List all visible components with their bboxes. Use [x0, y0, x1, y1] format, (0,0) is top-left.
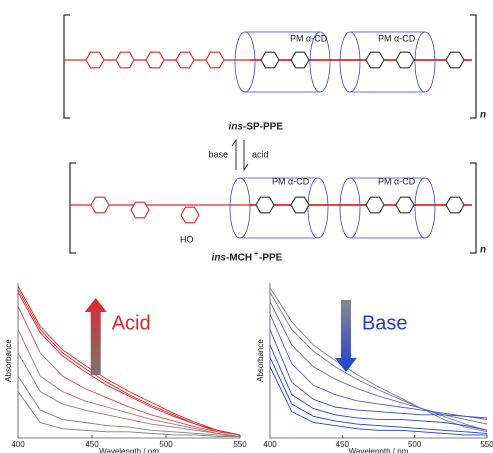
spectrum-line: [269, 287, 488, 433]
spectrum-line: [269, 329, 488, 419]
equilibrium-arrows: [231, 138, 249, 172]
spectrum-line: [17, 306, 241, 436]
spectrum-line: [269, 292, 488, 431]
repeat-n: n: [480, 110, 486, 121]
annotation-text: Acid: [112, 312, 151, 334]
aromatic-ring: [145, 51, 165, 69]
label-suffix: -PPE: [259, 253, 283, 264]
aromatic-ring: [115, 51, 135, 69]
spectrum-line: [17, 391, 240, 437]
x-axis-label: Wavelength / nm: [349, 447, 409, 453]
spectrum-line: [269, 357, 488, 434]
spectrum-line: [17, 352, 241, 437]
annotation-arrow: [84, 298, 107, 375]
label-charge: +: [254, 251, 258, 258]
aromatic-ring: [205, 51, 225, 69]
spectrum-line: [17, 288, 241, 436]
aromatic-ring: [395, 51, 415, 69]
x-tick-label: 550: [233, 440, 247, 449]
ring-label: PM α-CD: [272, 176, 310, 186]
y-axis-label: Absorbance: [4, 339, 13, 382]
label-prefix: ins: [229, 122, 244, 133]
aromatic-ring: [290, 196, 310, 214]
aromatic-ring: [395, 196, 415, 214]
aromatic-ring: [290, 51, 310, 69]
cyclodextrin: [234, 31, 436, 93]
arrow-label: base: [208, 149, 228, 159]
spectrum-line: [269, 344, 488, 431]
spectrum-line: [269, 366, 487, 436]
x-tick-label: 450: [336, 440, 350, 449]
x-tick-label: 400: [11, 440, 25, 449]
aromatic-ring: [90, 196, 110, 214]
aromatic-ring: [85, 51, 105, 69]
y-axis-label: Absorbance: [256, 339, 265, 382]
aromatic-ring: [365, 196, 385, 214]
label-prefix: ins: [212, 253, 227, 264]
spectrum-line: [17, 292, 241, 436]
annotation-text: Base: [362, 312, 408, 334]
label-middle: -MCH: [226, 253, 252, 264]
aromatic-ring: [445, 51, 465, 69]
ring-label: PM α-CD: [378, 176, 416, 186]
ring-label: PM α-CD: [290, 33, 328, 43]
aromatic-ring: [180, 206, 200, 224]
bottom-structure: [69, 162, 477, 254]
spectrum-line: [17, 285, 241, 436]
hydroxyl: HO: [180, 234, 194, 244]
spectrum-line: [17, 329, 241, 437]
x-tick-label: 400: [263, 440, 277, 449]
spectrum-line: [17, 375, 241, 437]
ring-label: PM α-CD: [378, 33, 416, 43]
aromatic-ring: [130, 201, 150, 219]
aromatic-ring: [365, 51, 385, 69]
x-tick-label: 500: [159, 440, 173, 449]
aromatic-ring: [260, 51, 280, 69]
x-axis-label: Wavelength / nm: [99, 447, 159, 453]
cyclodextrin: [229, 177, 436, 239]
bracket: [69, 162, 477, 254]
aromatic-ring: [175, 51, 195, 69]
bracket: [63, 14, 477, 119]
label-suffix: -SP-PPE: [243, 122, 283, 133]
x-tick-label: 450: [85, 440, 99, 449]
spectrum-line: [269, 301, 488, 425]
spectrum-line: [269, 313, 488, 420]
x-tick-label: 550: [480, 440, 493, 449]
aromatic-ring: [255, 196, 275, 214]
arrow-label: acid: [252, 149, 269, 159]
aromatic-ring: [445, 196, 465, 214]
x-tick-label: 500: [408, 440, 422, 449]
annotation-arrow: [334, 300, 357, 372]
repeat-n: n: [480, 245, 486, 256]
